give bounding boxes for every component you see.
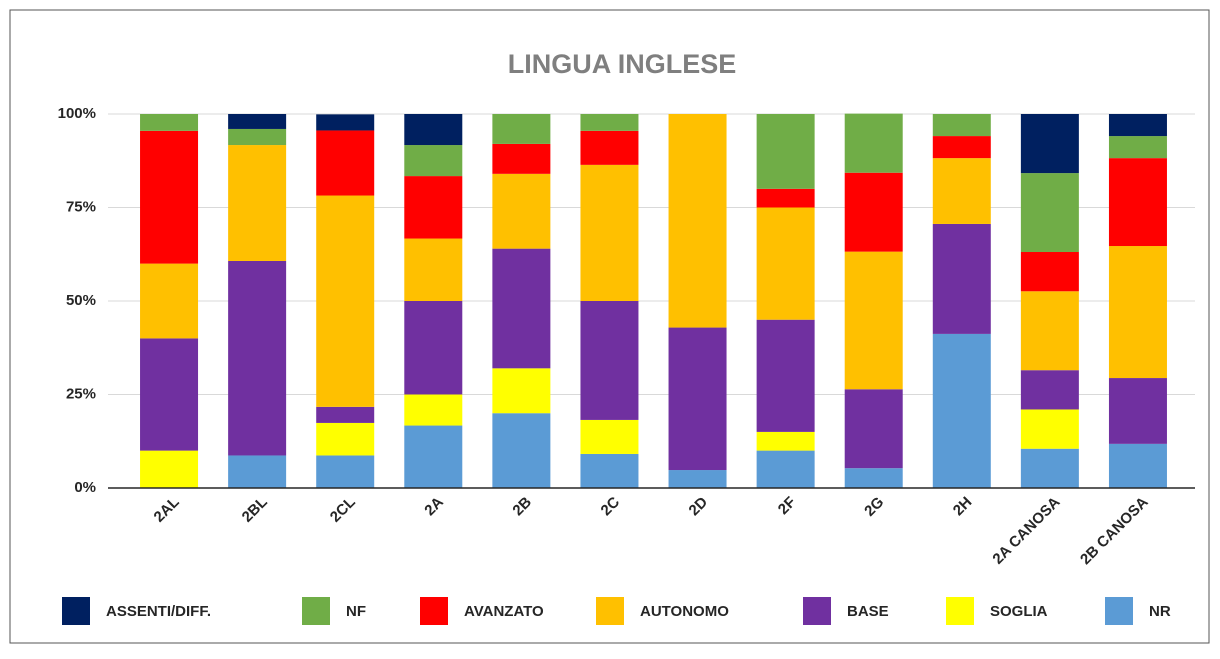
bar-segment (1108, 246, 1167, 379)
bar-segment (1020, 114, 1079, 174)
bar-segment (140, 130, 199, 264)
bar-segment (404, 425, 463, 488)
bar-segment (140, 114, 199, 131)
bar-segment (316, 195, 375, 407)
bar-segment (492, 143, 551, 174)
bar-segment (844, 468, 903, 488)
bar-segment (932, 136, 991, 159)
bar-segment (1020, 409, 1079, 449)
bar-segment (492, 413, 551, 488)
legend-swatch (302, 597, 330, 625)
bar-segment (316, 114, 375, 131)
legend-label: NR (1149, 603, 1171, 620)
bar-segment (404, 114, 463, 146)
y-tick-label: 25% (66, 385, 96, 402)
bar-segment (580, 130, 639, 165)
bar-segment (316, 130, 375, 196)
legend-label: NF (346, 603, 366, 620)
bar-segment (1108, 443, 1167, 488)
bar-segment (932, 114, 991, 137)
bar-segment (404, 238, 463, 301)
bar-segment (228, 260, 287, 456)
bar-segment (228, 145, 287, 261)
legend-label: AUTONOMO (640, 603, 729, 620)
bar-segment (1108, 114, 1167, 137)
legend-swatch (803, 597, 831, 625)
bar-segment (492, 368, 551, 414)
bar-segment (140, 450, 199, 488)
legend-swatch (1105, 597, 1133, 625)
bar-segment (492, 114, 551, 144)
bar-segment (316, 422, 375, 456)
bar-segment (1020, 252, 1079, 292)
bar-segment (932, 223, 991, 334)
bar-segment (1108, 136, 1167, 159)
bar-segment (140, 263, 199, 339)
bar-segment (580, 301, 639, 420)
y-tick-label: 100% (58, 105, 96, 122)
legend-swatch (946, 597, 974, 625)
bar-segment (756, 188, 815, 208)
bar-segment (492, 248, 551, 369)
bar-segment (404, 176, 463, 239)
bar-segment (1020, 370, 1079, 410)
bar-segment (844, 113, 903, 173)
bar-segment (140, 338, 199, 451)
legend-swatch (420, 597, 448, 625)
bar-segment (756, 207, 815, 320)
bar-segment (580, 164, 639, 301)
bar-segment (316, 406, 375, 423)
bar-segment (228, 114, 287, 129)
bar-segment (580, 419, 639, 454)
bar-segment (1020, 448, 1079, 488)
bar-segment (580, 114, 639, 131)
bar-segment (1020, 173, 1079, 253)
bar-segment (1020, 291, 1079, 371)
bar-segment (404, 301, 463, 395)
bar-segment (668, 327, 727, 471)
bar-segment (756, 114, 815, 189)
legend-swatch (62, 597, 90, 625)
bar-segment (844, 389, 903, 469)
legend-label: BASE (847, 603, 889, 620)
legend-label: ASSENTI/DIFF. (106, 603, 211, 620)
bar-segment (404, 394, 463, 426)
bar-segment (668, 114, 727, 328)
y-tick-label: 50% (66, 292, 96, 309)
bar-segment (580, 453, 639, 488)
y-tick-label: 0% (74, 479, 96, 496)
bar-segment (844, 172, 903, 252)
bar-segment (932, 158, 991, 224)
bar-segment (756, 450, 815, 488)
bar-segment (1108, 378, 1167, 444)
legend-label: AVANZATO (464, 603, 544, 620)
bar-segment (844, 251, 903, 390)
bar-segment (228, 455, 287, 488)
bar-segment (932, 333, 991, 488)
bar-segment (404, 145, 463, 177)
bar-segment (1108, 158, 1167, 247)
bar-segment (316, 455, 375, 488)
bar-segment (668, 470, 727, 488)
legend-swatch (596, 597, 624, 625)
legend-label: SOGLIA (990, 603, 1048, 620)
bar-segment (228, 128, 287, 146)
y-tick-label: 75% (66, 198, 96, 215)
chart-title: LINGUA INGLESE (508, 49, 737, 79)
bar-segment (756, 431, 815, 451)
bar-segment (492, 173, 551, 249)
bar-segment (756, 319, 815, 432)
